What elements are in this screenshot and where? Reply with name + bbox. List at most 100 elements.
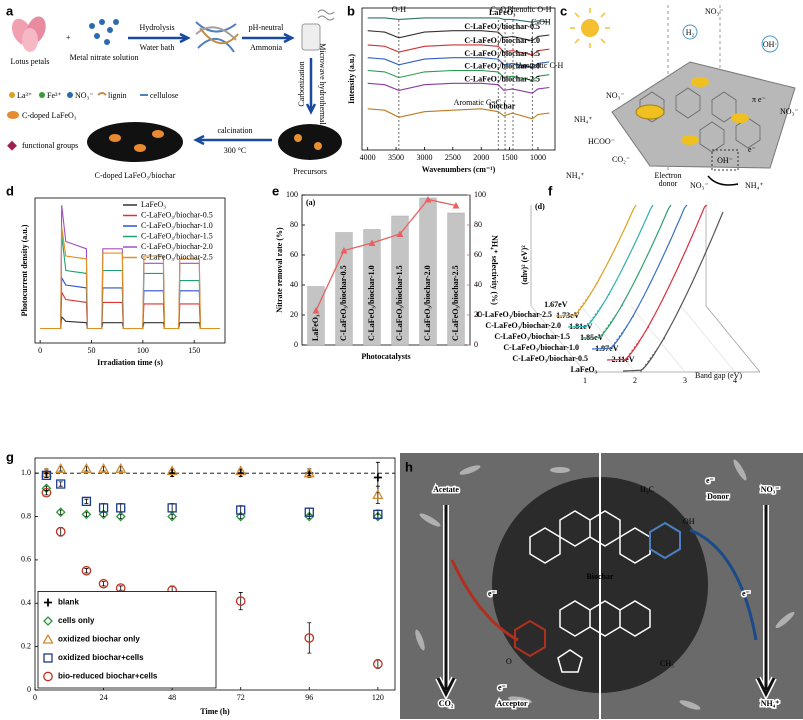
tangent-line — [598, 303, 624, 340]
legend-label: bio-reduced biochar+cells — [58, 672, 158, 681]
y2-axis-label: NH₄⁺ selectivity (%) — [490, 235, 499, 305]
annotation: C=O — [490, 5, 506, 14]
annotation: (a) — [306, 198, 316, 207]
legend-label: oxidized biochar only — [58, 635, 140, 644]
error-bar — [118, 503, 123, 513]
data-point — [116, 503, 126, 513]
petal — [22, 28, 38, 52]
series-label: C-LaFeO₃/biochar-2.5 — [476, 310, 552, 319]
data-point — [115, 511, 126, 522]
x-axis-label: Irradiation time (s) — [97, 358, 163, 367]
data-point — [97, 463, 110, 473]
x-tick — [530, 305, 586, 373]
data-point — [312, 307, 320, 314]
error-bar — [58, 509, 63, 515]
tube — [301, 23, 321, 51]
data-line — [367, 30, 550, 42]
legend-marker — [43, 671, 53, 682]
x-tick-label: 96 — [305, 693, 313, 702]
error-bar — [58, 481, 63, 487]
tangent-line — [640, 336, 666, 373]
label: Microwave hydrothermal — [318, 43, 327, 125]
y-tick-label: 0.6 — [21, 555, 31, 564]
error-bar — [238, 592, 243, 611]
label: NH₄⁺ — [761, 699, 780, 708]
data-point — [98, 503, 109, 513]
series-label: C-LaFeO₃/biochar-2.0 — [485, 321, 561, 330]
label: calcination — [217, 126, 252, 135]
series-label: LaFeO₃ — [571, 365, 598, 374]
fiber-bundle — [195, 21, 239, 53]
label: NH₄⁺ — [574, 115, 593, 124]
annotation: O-H — [392, 5, 406, 14]
data-point — [81, 496, 92, 507]
y-axis-label: (αhν)² (eV)² — [520, 245, 529, 285]
label: Carbonization — [297, 61, 306, 106]
y-tick-label: 100 — [474, 190, 486, 199]
x-tick-label: 3500 — [388, 153, 404, 162]
category-label: C-LaFeO₃/biochar-2.5 — [451, 265, 460, 341]
particle — [635, 104, 665, 120]
legend-label: LaFeO₃ — [141, 200, 166, 209]
label: π e⁻ — [752, 95, 766, 104]
annotation: Phenolic O-H — [507, 5, 551, 14]
legend-label: cells only — [58, 616, 95, 625]
label: OH⁻ — [717, 156, 733, 165]
sun-rays — [570, 8, 610, 48]
y-tick-label: 0 — [27, 685, 31, 694]
arrow — [707, 175, 739, 186]
x-tick-label: 1 — [583, 376, 587, 385]
data-line — [367, 17, 550, 23]
y-tick-label: 60 — [474, 250, 482, 259]
tangent-line — [573, 281, 599, 318]
series-label: C-LaFeO₃/biochar-0.5 — [464, 22, 540, 31]
legend-label: NO₃⁻ — [75, 91, 94, 100]
category-label: C-LaFeO₃/biochar-1.0 — [367, 265, 376, 341]
data-point — [55, 526, 66, 537]
data-point — [55, 463, 67, 473]
series-label: C-LaFeO₃/biochar-1.5 — [464, 49, 540, 58]
error-bar — [238, 513, 243, 520]
x-tick-label: 48 — [168, 693, 176, 702]
annotation: (d) — [535, 202, 545, 211]
data-point — [372, 489, 384, 500]
label: NO₃⁻ — [705, 7, 724, 16]
legend-label: functional groups — [22, 141, 78, 150]
x-tick-label: 1500 — [502, 153, 518, 162]
panel-h: Acetate CO₂ e⁻ e⁻ Acceptor Biochar e⁻ Do… — [400, 453, 803, 719]
data-line — [367, 82, 550, 94]
x-tick-label: 0 — [38, 346, 42, 355]
y-tick-label: 0.4 — [21, 598, 31, 607]
label: Hydrolysis — [139, 23, 174, 32]
tauc-curve — [591, 204, 688, 350]
label: Water bath — [140, 43, 175, 52]
data-point — [235, 596, 246, 606]
label: Electron — [654, 171, 681, 180]
annotation: Aromatic C=C — [454, 98, 501, 107]
legend-label: C-LaFeO₃/biochar-0.5 — [141, 210, 213, 219]
label: HCOO⁻ — [588, 137, 615, 146]
category-label: C-LaFeO₃/biochar-1.5 — [395, 265, 404, 341]
data-point — [372, 511, 383, 522]
data-point — [167, 503, 177, 513]
molecule — [529, 510, 651, 673]
legend-marker — [44, 598, 52, 607]
x-axis-label: Photocatalysts — [361, 352, 410, 361]
legend-dot — [39, 92, 45, 98]
y-axis-label: Intensity (a.u.) — [347, 54, 356, 104]
tauc-curve — [555, 204, 637, 317]
label: NH₄⁺ — [745, 181, 764, 190]
bubble — [682, 24, 698, 40]
error-bar — [170, 503, 175, 513]
data-point — [304, 507, 314, 517]
tauc-curve — [567, 204, 654, 328]
legend-label: C-doped LaFeO₃ — [22, 111, 77, 120]
legend-marker — [42, 633, 54, 644]
data-point — [41, 487, 52, 498]
arrow — [436, 505, 456, 698]
label: C-doped LaFeO₃/biochar — [95, 171, 176, 180]
label: pH-neutral — [249, 23, 284, 32]
label: Ammonia — [250, 43, 282, 52]
data-point — [340, 247, 348, 254]
